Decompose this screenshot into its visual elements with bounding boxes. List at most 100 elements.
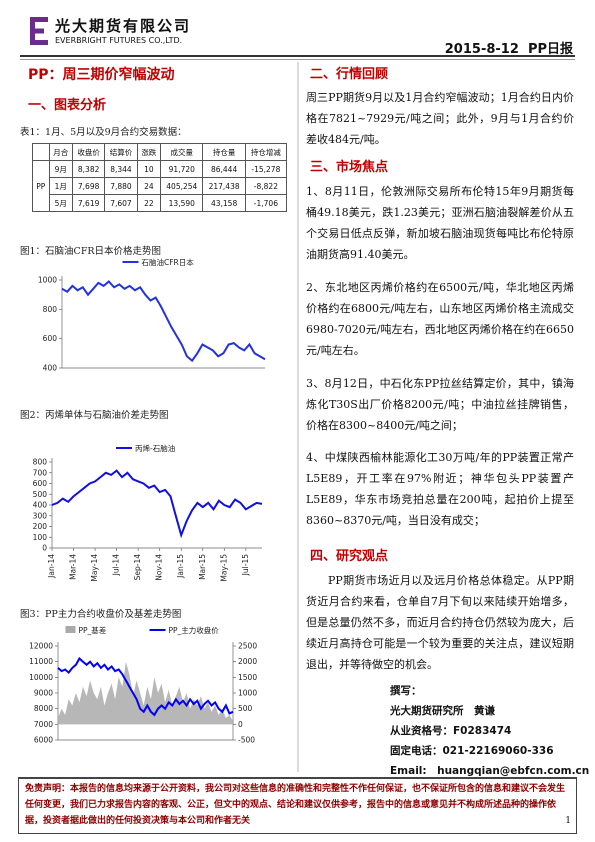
x-tick-label: Nov-14 <box>155 554 164 581</box>
cell: 8,382 <box>71 160 106 178</box>
y-tick-label: 700 <box>33 468 48 477</box>
author-phone: 固定电话：021-22169060-336 <box>390 745 554 757</box>
cell: 9月 <box>48 160 73 178</box>
y-tick-label: 0 <box>42 544 47 553</box>
x-tick-label: May-15 <box>219 554 228 582</box>
line <box>51 469 263 539</box>
paragraph: 4、中煤陕西榆林能源化工30万吨/年的PP装置正常产L5E89，开工率在97%附… <box>306 451 574 527</box>
section-heading: 二、行情回顾 <box>310 67 389 82</box>
paragraph: 3、8月12日，中石化东PP拉丝结算定价，其中，镇海炼化T30S出厂价格8200… <box>306 377 574 432</box>
y-tick-label: 500 <box>33 490 48 499</box>
date: 2015-8-12 <box>444 42 519 57</box>
x-tick-label: Jul-14 <box>112 554 121 577</box>
paragraph: PP期货市场近月以及远月价格总体稳定。从PP期货近月合约来看，仓单自7月下旬以来… <box>306 574 574 671</box>
figure-caption: 图3：PP主力合约收盘价及基差走势图 <box>20 609 182 620</box>
x-tick-label: Mar-15 <box>198 554 207 580</box>
cell: 22 <box>136 194 162 212</box>
y-tick-label: 10000 <box>29 673 53 682</box>
header-cell: 成交量 <box>160 143 204 161</box>
y-tick-label: 400 <box>43 364 58 373</box>
cell: 7,607 <box>104 194 138 212</box>
header-cell: 持仓量 <box>202 143 246 161</box>
company-en: EVERBRIGHT FUTURES CO.,LTD. <box>55 36 183 45</box>
report-date: 2015-8-12 PP日报 <box>445 38 573 57</box>
y2-tick-label: 2000 <box>238 657 257 666</box>
author-license: 从业资格号：F0283474 <box>390 725 512 737</box>
paragraph: 1、8月11日，伦敦洲际交易所布伦特15年9月期货每桶49.18美元，跌1.23… <box>306 185 574 261</box>
y-tick-label: 9000 <box>34 689 53 698</box>
section-heading: 三、市场焦点 <box>310 160 389 175</box>
table-caption: 表1：1月、5月以及9月合约交易数据： <box>20 127 187 138</box>
author-name: 光大期货研究所 黄谦 <box>390 705 495 717</box>
y2-tick-label: -500 <box>238 736 255 745</box>
x-tick-label: Jan-14 <box>47 554 56 579</box>
legend-label: 石脑油CFR日本 <box>142 257 195 267</box>
header-cell: 收盘价 <box>71 143 106 161</box>
x-tick-label: Mar-14 <box>69 554 78 580</box>
y2-tick-label: 1500 <box>238 673 257 682</box>
cell: 13,590 <box>160 194 204 212</box>
y-tick-label: 200 <box>33 522 48 531</box>
legend-label: 丙烯-石脑油 <box>135 443 175 453</box>
y2-tick-label: 1000 <box>238 689 257 698</box>
header-cell: 持仓增减 <box>244 143 288 161</box>
y-tick-label: 8000 <box>34 704 53 713</box>
legend-label: PP_主力收盘价 <box>169 625 220 635</box>
author-email: Email: huangqian@ebfcn.com.cn <box>390 765 590 777</box>
y-tick-label: 11000 <box>29 657 53 666</box>
y2-tick-label: 0 <box>238 720 243 729</box>
logo <box>30 17 48 45</box>
cell: 217,438 <box>202 177 246 195</box>
area <box>58 661 233 725</box>
y-tick-label: 600 <box>33 479 48 488</box>
data-table: 月合 收盘价 结算价 涨跌 成交量 持仓量 持仓增减 PP 9月 8,382 8,344 10 91,… <box>32 143 288 212</box>
section-heading: 四、研究观点 <box>310 549 389 564</box>
page-number: 1 <box>565 816 571 826</box>
charts: 4006008001000石脑油CFR日本0100200300400500600… <box>29 257 266 745</box>
cell: 86,444 <box>202 160 246 178</box>
y-tick-label: 400 <box>33 501 48 510</box>
cell: 24 <box>136 177 162 195</box>
y-tick-label: 300 <box>33 511 48 520</box>
title: PP：周三期价窄幅波动 <box>28 67 175 83</box>
cell: -8,822 <box>244 177 288 195</box>
cell: 1月 <box>48 177 73 195</box>
paragraph: 周三PP期货9月以及1月合约窄幅波动；1月合约日内价格在7821~7929元/吨… <box>306 91 574 146</box>
cell: 7,619 <box>71 194 106 212</box>
line <box>57 656 234 717</box>
legend-swatch <box>65 626 76 633</box>
y2-tick-label: 2500 <box>238 642 257 651</box>
figure-caption: 图2：丙烯单体与石脑油价差走势图 <box>20 410 169 421</box>
author-block: 撰写： 光大期货研究所 黄谦 从业资格号：F0283474 固定电话：021-2… <box>390 683 589 783</box>
cell: 10 <box>136 160 162 178</box>
x-tick-label: Sep-14 <box>133 554 142 581</box>
y-tick-label: 1000 <box>38 276 57 285</box>
disclaimer: 免责声明：本报告的信息均来源于公开资料，我公司对这些信息的准确性和完整性不作任何… <box>18 777 577 834</box>
y2-tick-label: 500 <box>238 704 253 713</box>
cell: 7,698 <box>71 177 106 195</box>
y-tick-label: 6000 <box>34 736 53 745</box>
y-tick-label: 800 <box>43 305 58 314</box>
cell: 405,254 <box>160 177 204 195</box>
cell: 5月 <box>48 194 73 212</box>
cell: 43,158 <box>202 194 246 212</box>
cell: 8,344 <box>104 160 138 178</box>
report: PP日报 <box>527 42 573 57</box>
y-tick-label: 800 <box>33 458 48 467</box>
cell: 7,880 <box>104 177 138 195</box>
section-heading: 一、图表分析 <box>28 98 107 113</box>
cell: 91,720 <box>160 160 204 178</box>
y-tick-label: 7000 <box>34 720 53 729</box>
cell: -15,278 <box>244 160 288 178</box>
header-cell: 涨跌 <box>136 143 162 161</box>
cell: -1,706 <box>244 194 288 212</box>
author-label: 撰写： <box>390 685 422 697</box>
header-cell: 结算价 <box>104 143 138 161</box>
figure-caption: 图1：石脑油CFR日本价格走势图 <box>20 246 162 257</box>
y-tick-label: 12000 <box>29 642 53 651</box>
cell <box>32 143 50 161</box>
paragraph: 2、东北地区丙烯价格约在6500元/吨，华北地区丙烯价格约在6800元/吨左右，… <box>306 281 574 357</box>
y-tick-label: 100 <box>33 533 48 542</box>
